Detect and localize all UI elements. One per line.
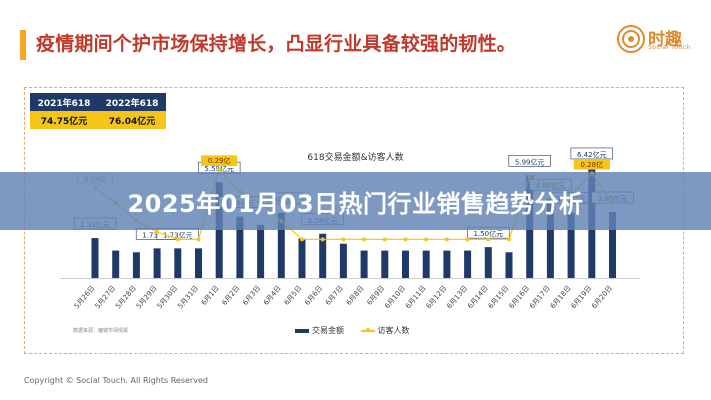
x-tick-label-13: 6月7日 bbox=[324, 284, 345, 307]
year-compare-table: 2021年618 2022年618 74.75亿元 76.04亿元 bbox=[30, 93, 166, 129]
x-tick-label-4: 5月29日 bbox=[135, 284, 159, 310]
x-tick-label-10: 6月4日 bbox=[262, 284, 283, 307]
bar-18 bbox=[443, 250, 451, 278]
line-label-box-25 bbox=[573, 159, 610, 170]
source-note: 数据来源：魔镜市场情报 bbox=[73, 328, 129, 334]
bar-7 bbox=[215, 182, 223, 278]
x-tick-label-20: 6月14日 bbox=[466, 284, 490, 310]
bar-11 bbox=[298, 238, 306, 278]
x-tick-label-12: 6月6日 bbox=[303, 284, 324, 307]
bar-21 bbox=[505, 252, 513, 278]
bar-data-label-20: 1.50亿元 bbox=[474, 229, 504, 238]
line-data-label-7: 0.29亿 bbox=[208, 156, 231, 165]
x-tick-label-6: 5月31日 bbox=[176, 284, 200, 310]
bar-16 bbox=[402, 250, 409, 278]
visitor-point-21 bbox=[507, 237, 511, 242]
x-tick-label-24: 6月18日 bbox=[549, 284, 573, 310]
bar-20 bbox=[484, 247, 492, 278]
line-label-box-7 bbox=[201, 155, 238, 166]
bar-15 bbox=[381, 250, 389, 278]
bar-8 bbox=[236, 216, 244, 278]
line-data-label-25: 0.28亿 bbox=[581, 160, 604, 169]
visitor-point-5 bbox=[175, 237, 180, 242]
legend-bar-label: 交易金额 bbox=[312, 326, 344, 335]
bar-13 bbox=[339, 243, 347, 278]
visitor-point-15 bbox=[382, 237, 387, 242]
visitor-point-16 bbox=[403, 237, 408, 242]
x-tick-label-7: 6月1日 bbox=[200, 284, 221, 307]
year-header-2022: 2022年618 bbox=[98, 93, 166, 111]
title-banner bbox=[0, 172, 711, 230]
bar-2 bbox=[112, 250, 120, 278]
x-tick-label-3: 5月28日 bbox=[114, 284, 138, 310]
accent-bar bbox=[20, 30, 26, 60]
bar-23 bbox=[546, 199, 554, 278]
bar-data-label-5: 1.73亿元 bbox=[163, 230, 193, 239]
logo-tagline: Social Touch bbox=[648, 44, 691, 51]
year-header-2021: 2021年618 bbox=[30, 93, 98, 111]
bar-19 bbox=[464, 250, 472, 278]
visitor-point-18 bbox=[444, 237, 449, 242]
chart-title: 618交易金额&访客人数 bbox=[307, 153, 404, 163]
bar-17 bbox=[422, 250, 430, 278]
bar-26 bbox=[609, 212, 616, 278]
bar-data-label-22: 5.99亿元 bbox=[515, 157, 545, 166]
visitor-point-12 bbox=[320, 237, 325, 242]
visitor-point-17 bbox=[424, 237, 429, 242]
bar-9 bbox=[257, 224, 265, 278]
x-tick-label-2: 5月27日 bbox=[94, 284, 118, 310]
logo-icon bbox=[617, 25, 645, 53]
bar-4 bbox=[153, 248, 161, 278]
bar-12 bbox=[319, 233, 327, 278]
x-tick-label-19: 6月13日 bbox=[445, 284, 469, 310]
x-tick-label-25: 6月19日 bbox=[570, 284, 594, 310]
bar-label-box-25 bbox=[570, 147, 614, 160]
x-tick-label-1: 5月26日 bbox=[73, 284, 97, 310]
chart-legend: 交易金额 访客人数 bbox=[295, 325, 424, 336]
legend-bar-swatch bbox=[295, 328, 309, 333]
year-value-2021: 74.75亿元 bbox=[30, 111, 98, 129]
year-value-2022: 76.04亿元 bbox=[98, 111, 166, 129]
visitor-point-6 bbox=[196, 237, 201, 242]
x-tick-label-11: 6月5日 bbox=[283, 284, 304, 307]
legend-line-label: 访客人数 bbox=[377, 326, 410, 335]
bar-24 bbox=[567, 212, 575, 278]
banner-title: 2025年01月03日热门行业销售趋势分析 bbox=[127, 190, 584, 218]
x-tick-label-16: 6月10日 bbox=[383, 284, 407, 310]
x-tick-label-5: 5月30日 bbox=[156, 284, 180, 310]
bar-10 bbox=[277, 212, 285, 278]
x-tick-label-23: 6月17日 bbox=[528, 284, 552, 310]
copyright: Copyright © Social Touch. All Rights Res… bbox=[24, 376, 208, 385]
x-tick-label-9: 6月3日 bbox=[241, 284, 262, 307]
visitor-point-7 bbox=[217, 167, 222, 172]
bar-1 bbox=[91, 238, 99, 278]
logo-name: 时趣 bbox=[648, 30, 682, 50]
bar-label-box-22 bbox=[508, 155, 551, 167]
visitor-point-19 bbox=[465, 237, 470, 242]
visitor-point-14 bbox=[362, 237, 367, 242]
visitor-point-4 bbox=[155, 230, 160, 234]
x-tick-label-21: 6月15日 bbox=[487, 284, 511, 310]
headline: 疫情期间个护市场保持增长，凸显行业具备较强的韧性。 bbox=[36, 33, 517, 55]
bar-14 bbox=[360, 250, 368, 278]
x-tick-label-17: 6月11日 bbox=[404, 284, 428, 310]
x-tick-label-14: 6月8日 bbox=[345, 284, 366, 307]
x-tick-label-22: 6月16日 bbox=[508, 284, 532, 310]
bar-6 bbox=[195, 248, 202, 278]
x-tick-label-8: 6月2日 bbox=[221, 284, 242, 307]
x-tick-label-18: 6月12日 bbox=[425, 284, 449, 310]
visitor-point-11 bbox=[300, 237, 304, 242]
x-tick-label-15: 6月9日 bbox=[365, 284, 386, 307]
x-tick-label-26: 6月20日 bbox=[590, 284, 614, 310]
visitor-point-20 bbox=[486, 237, 491, 242]
legend-line-swatch bbox=[360, 327, 375, 332]
visitor-point-13 bbox=[341, 237, 346, 242]
bar-data-label-25: 6.42亿元 bbox=[577, 150, 607, 159]
bar-5 bbox=[174, 248, 182, 278]
bar-3 bbox=[132, 252, 140, 278]
